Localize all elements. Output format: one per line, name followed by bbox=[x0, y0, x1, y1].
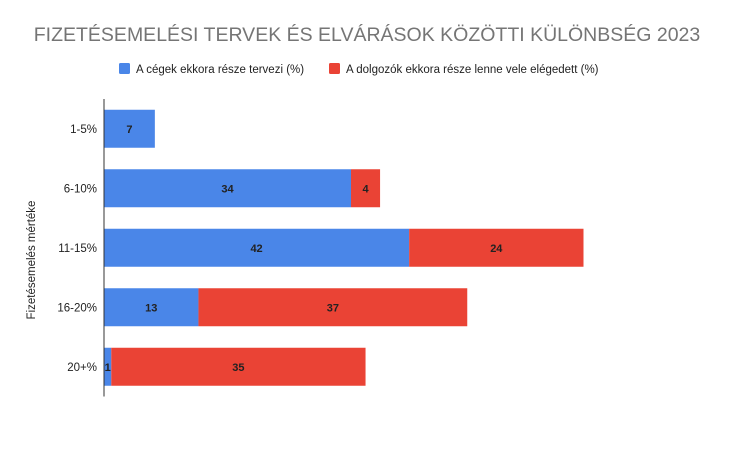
bar-value-label: 4 bbox=[362, 183, 369, 195]
y-axis-title: Fizetésemelés mértéke bbox=[26, 201, 38, 320]
legend: A cégek ekkora része tervezi (%) A dolgo… bbox=[119, 63, 599, 76]
legend-swatch-series-2 bbox=[329, 63, 340, 74]
bar-value-label: 42 bbox=[250, 243, 262, 255]
bar-series-1 bbox=[104, 228, 410, 267]
bar-series-1 bbox=[104, 347, 112, 386]
bar-series-1 bbox=[104, 288, 199, 327]
y-tick-label: 1-5% bbox=[70, 124, 97, 136]
bar-value-label: 1 bbox=[105, 362, 111, 374]
bar-value-label: 34 bbox=[221, 183, 234, 195]
legend-swatch-series-1 bbox=[119, 63, 130, 74]
bar-value-label: 35 bbox=[232, 362, 244, 374]
bar-series-2 bbox=[198, 288, 468, 327]
y-tick-label: 11-15% bbox=[58, 243, 97, 255]
bar-series-2 bbox=[409, 228, 584, 267]
bar-value-label: 24 bbox=[490, 243, 503, 255]
chart-title: FIZETÉSEMELÉSI TERVEK ÉS ELVÁRÁSOK KÖZÖT… bbox=[34, 23, 700, 46]
y-tick-label: 6-10% bbox=[64, 183, 97, 195]
legend-label-series-2: A dolgozók ekkora része lenne vele elége… bbox=[346, 64, 599, 76]
plot-area: 1-5% 7 6-10% 34 4 11-15% 42 24 16-20% 13 37 20+% 1 35 bbox=[57, 99, 584, 397]
bar-series-2 bbox=[351, 169, 381, 208]
bar-value-label: 7 bbox=[126, 124, 132, 136]
y-tick-label: 16-20% bbox=[57, 302, 97, 314]
bar-series-1 bbox=[104, 109, 155, 148]
bar-value-label: 13 bbox=[145, 302, 157, 314]
bar-series-2 bbox=[111, 347, 366, 386]
bar-series-1 bbox=[104, 169, 352, 208]
y-tick-label: 20+% bbox=[67, 362, 97, 374]
legend-label-series-1: A cégek ekkora része tervezi (%) bbox=[136, 64, 304, 76]
bar-value-label: 37 bbox=[327, 302, 339, 314]
